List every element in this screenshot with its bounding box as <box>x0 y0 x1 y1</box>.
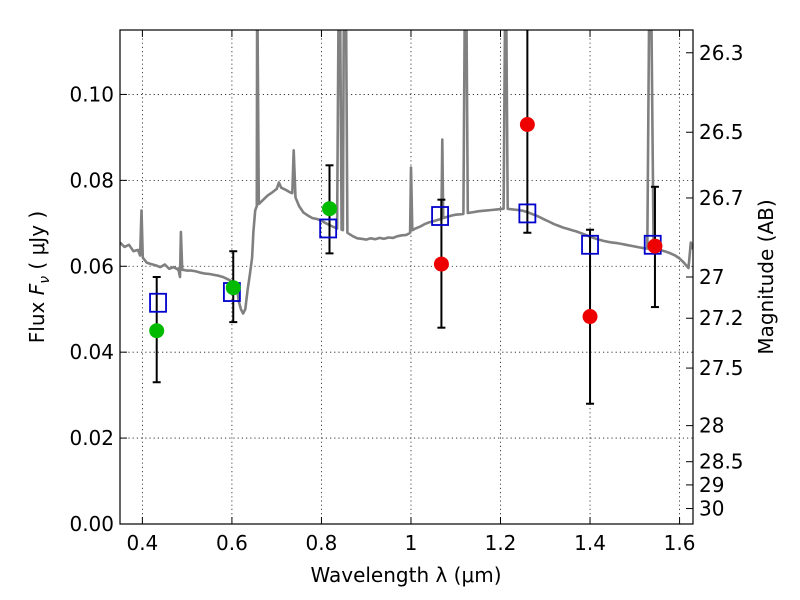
x-tick-label: 0.4 <box>126 531 158 555</box>
y2-tick-label: 29 <box>699 473 724 497</box>
spectrum-line <box>120 30 693 315</box>
y-axis-title-sub: ν <box>37 276 53 284</box>
model-photometry-square <box>149 292 167 313</box>
y2-tick-label: 27.2 <box>699 306 744 330</box>
y2-tick-label: 27 <box>699 265 724 289</box>
y-axis-title-var: F <box>25 283 49 295</box>
x-tick-label: 0.8 <box>306 531 338 555</box>
x-tick-label: 1.2 <box>485 531 517 555</box>
red-data-point <box>582 309 598 325</box>
green-data-point <box>225 280 241 296</box>
y2-tick-label: 27.5 <box>699 356 744 380</box>
grid-lines <box>120 30 693 525</box>
model-photometry-square <box>319 218 338 239</box>
y2-tick-label: 26.5 <box>699 120 744 144</box>
y-axis-title-suffix: ( μJy ) <box>25 211 49 276</box>
y2-tick-label: 26.7 <box>699 186 744 210</box>
y2-tick-label: 30 <box>699 497 724 521</box>
y2-tick-label: 28 <box>699 414 724 438</box>
green-data-point <box>322 201 338 217</box>
x-axis-title: Wavelength λ (μm) <box>310 563 501 587</box>
x-tick-label: 1.6 <box>664 531 696 555</box>
y-axis-title-prefix: Flux <box>25 295 49 343</box>
plot-data-area <box>120 30 693 405</box>
x-tick-label: 1.4 <box>574 531 606 555</box>
red-data-point <box>433 256 449 272</box>
y-tick-label: 0.08 <box>69 168 114 192</box>
data-markers <box>149 117 663 339</box>
x-tick-label: 1 <box>405 531 418 555</box>
y-tick-label: 0.02 <box>69 426 114 450</box>
model-photometry-square <box>431 206 449 226</box>
error-bars <box>152 30 659 405</box>
plot-frame <box>119 29 694 525</box>
x-tick-label: 0.6 <box>216 531 248 555</box>
red-data-point <box>519 117 535 133</box>
y2-axis-title: Magnitude (AB) <box>754 199 778 354</box>
y-tick-label: 0.10 <box>69 82 114 106</box>
axis-ticks: 0.4 0.6 0.8 1 1.2 1.4 1.6 0.00 0.02 0.04 0.06 0.08 0… <box>69 30 744 555</box>
model-photometry-square <box>581 234 599 255</box>
red-data-point <box>647 238 663 254</box>
y2-tick-label: 26.3 <box>699 41 744 65</box>
y-tick-label: 0.06 <box>69 254 114 278</box>
y2-tick-label: 28.5 <box>699 450 744 474</box>
green-data-point <box>149 323 165 339</box>
model-photometry-square <box>518 203 537 224</box>
y-tick-label: 0.00 <box>69 512 114 536</box>
y-tick-label: 0.04 <box>69 340 114 364</box>
y-axis-title: Flux Fν ( μJy ) <box>25 211 53 343</box>
